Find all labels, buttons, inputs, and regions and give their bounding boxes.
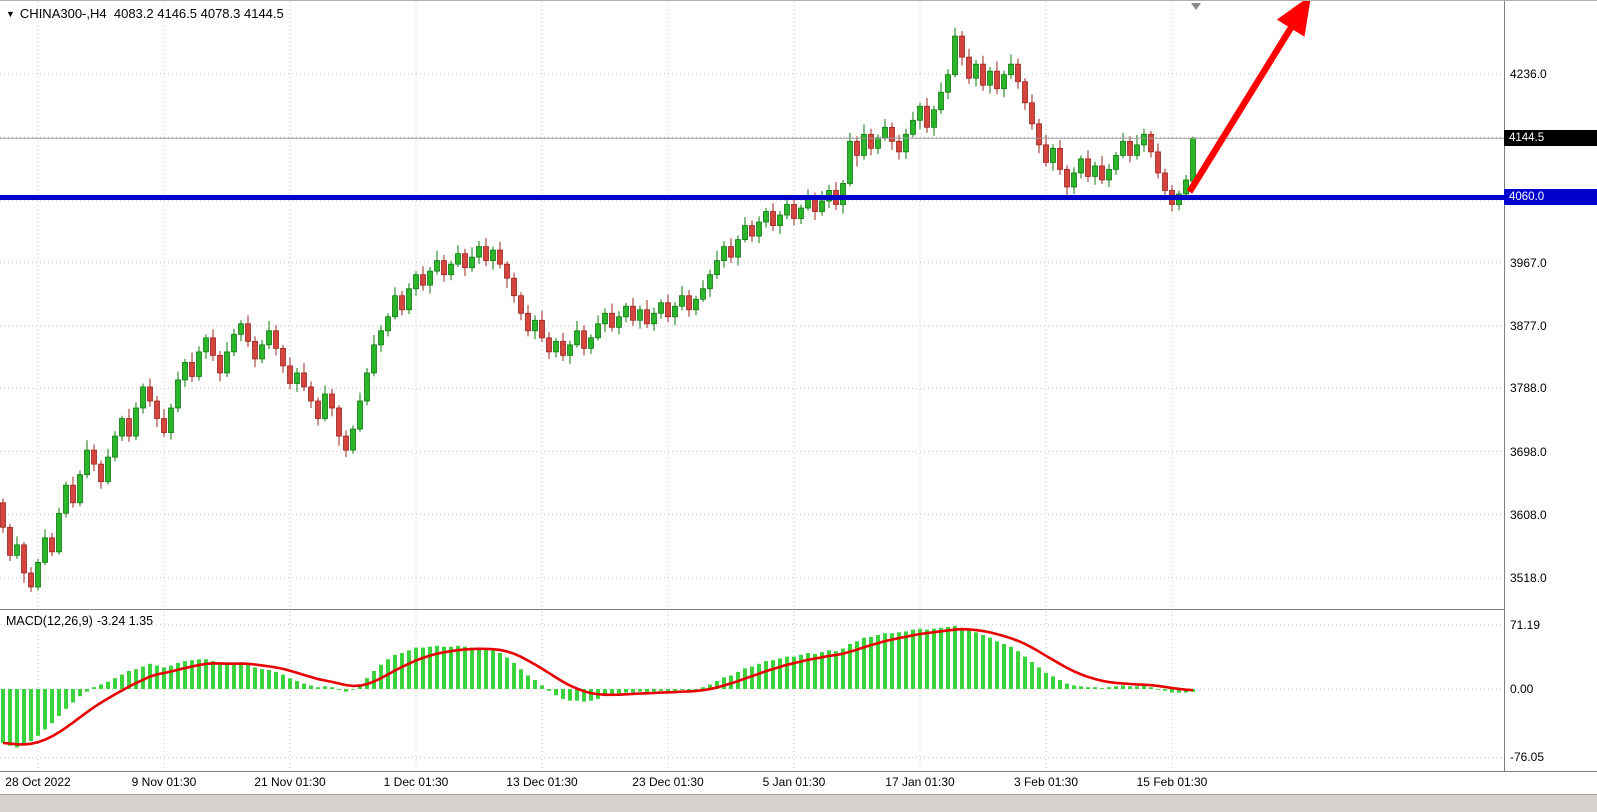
time-axis-border bbox=[0, 771, 1597, 772]
time-axis-label: 1 Dec 01:30 bbox=[383, 775, 449, 789]
time-axis-label: 9 Nov 01:30 bbox=[131, 775, 197, 789]
price-axis-label: 3788.0 bbox=[1510, 381, 1547, 396]
symbol-dropdown-icon[interactable]: ▼ bbox=[6, 9, 15, 19]
price-axis-border bbox=[1504, 1, 1505, 771]
chart-shift-marker-icon[interactable] bbox=[1191, 3, 1201, 10]
symbol-info-bar: ▼ CHINA300-,H4 4083.2 4146.5 4078.3 4144.… bbox=[6, 6, 284, 21]
time-axis-label: 21 Nov 01:30 bbox=[254, 775, 326, 789]
time-axis-label: 15 Feb 01:30 bbox=[1136, 775, 1208, 789]
macd-name: MACD(12,26,9) bbox=[6, 614, 93, 628]
price-axis-label: 3967.0 bbox=[1510, 255, 1547, 270]
price-axis-label: 4236.0 bbox=[1510, 66, 1547, 81]
time-axis-label: 3 Feb 01:30 bbox=[1013, 775, 1079, 789]
price-axis-label: 3608.0 bbox=[1510, 507, 1547, 522]
macd-axis-label: 71.19 bbox=[1510, 617, 1541, 632]
current-price-badge: 4144.5 bbox=[1504, 130, 1597, 147]
symbol-title: CHINA300-,H4 bbox=[19, 6, 107, 21]
price-axis[interactable]: 4236.0 3967.0 3877.0 3788.0 3698.0 3608.0 3518… bbox=[1505, 1, 1597, 771]
time-axis-label: 28 Oct 2022 bbox=[5, 775, 71, 789]
time-axis[interactable]: 28 Oct 2022 9 Nov 01:30 21 Nov 01:30 1 Dec … bbox=[0, 772, 1597, 794]
macd-values: -3.24 1.35 bbox=[96, 614, 154, 628]
panel-divider[interactable] bbox=[0, 609, 1597, 610]
symbol-ohlc-values: 4083.2 4146.5 4078.3 4144.5 bbox=[113, 6, 284, 21]
price-axis-label: 3877.0 bbox=[1510, 318, 1547, 333]
price-axis-label: 3518.0 bbox=[1510, 570, 1547, 585]
time-axis-label: 23 Dec 01:30 bbox=[632, 775, 704, 789]
macd-indicator-label: MACD(12,26,9) -3.24 1.35 bbox=[6, 614, 157, 628]
macd-axis-label: -76.05 bbox=[1510, 750, 1545, 765]
price-axis-label: 3698.0 bbox=[1510, 444, 1547, 459]
horizontal-scrollbar[interactable] bbox=[0, 794, 1597, 812]
time-axis-label: 5 Jan 01:30 bbox=[762, 775, 826, 789]
time-axis-label: 13 Dec 01:30 bbox=[506, 775, 578, 789]
chart-area[interactable] bbox=[0, 1, 1504, 771]
macd-axis-label: 0.00 bbox=[1510, 682, 1534, 696]
support-line-price-badge: 4060.0 bbox=[1504, 189, 1597, 206]
time-axis-label: 17 Jan 01:30 bbox=[885, 775, 955, 789]
